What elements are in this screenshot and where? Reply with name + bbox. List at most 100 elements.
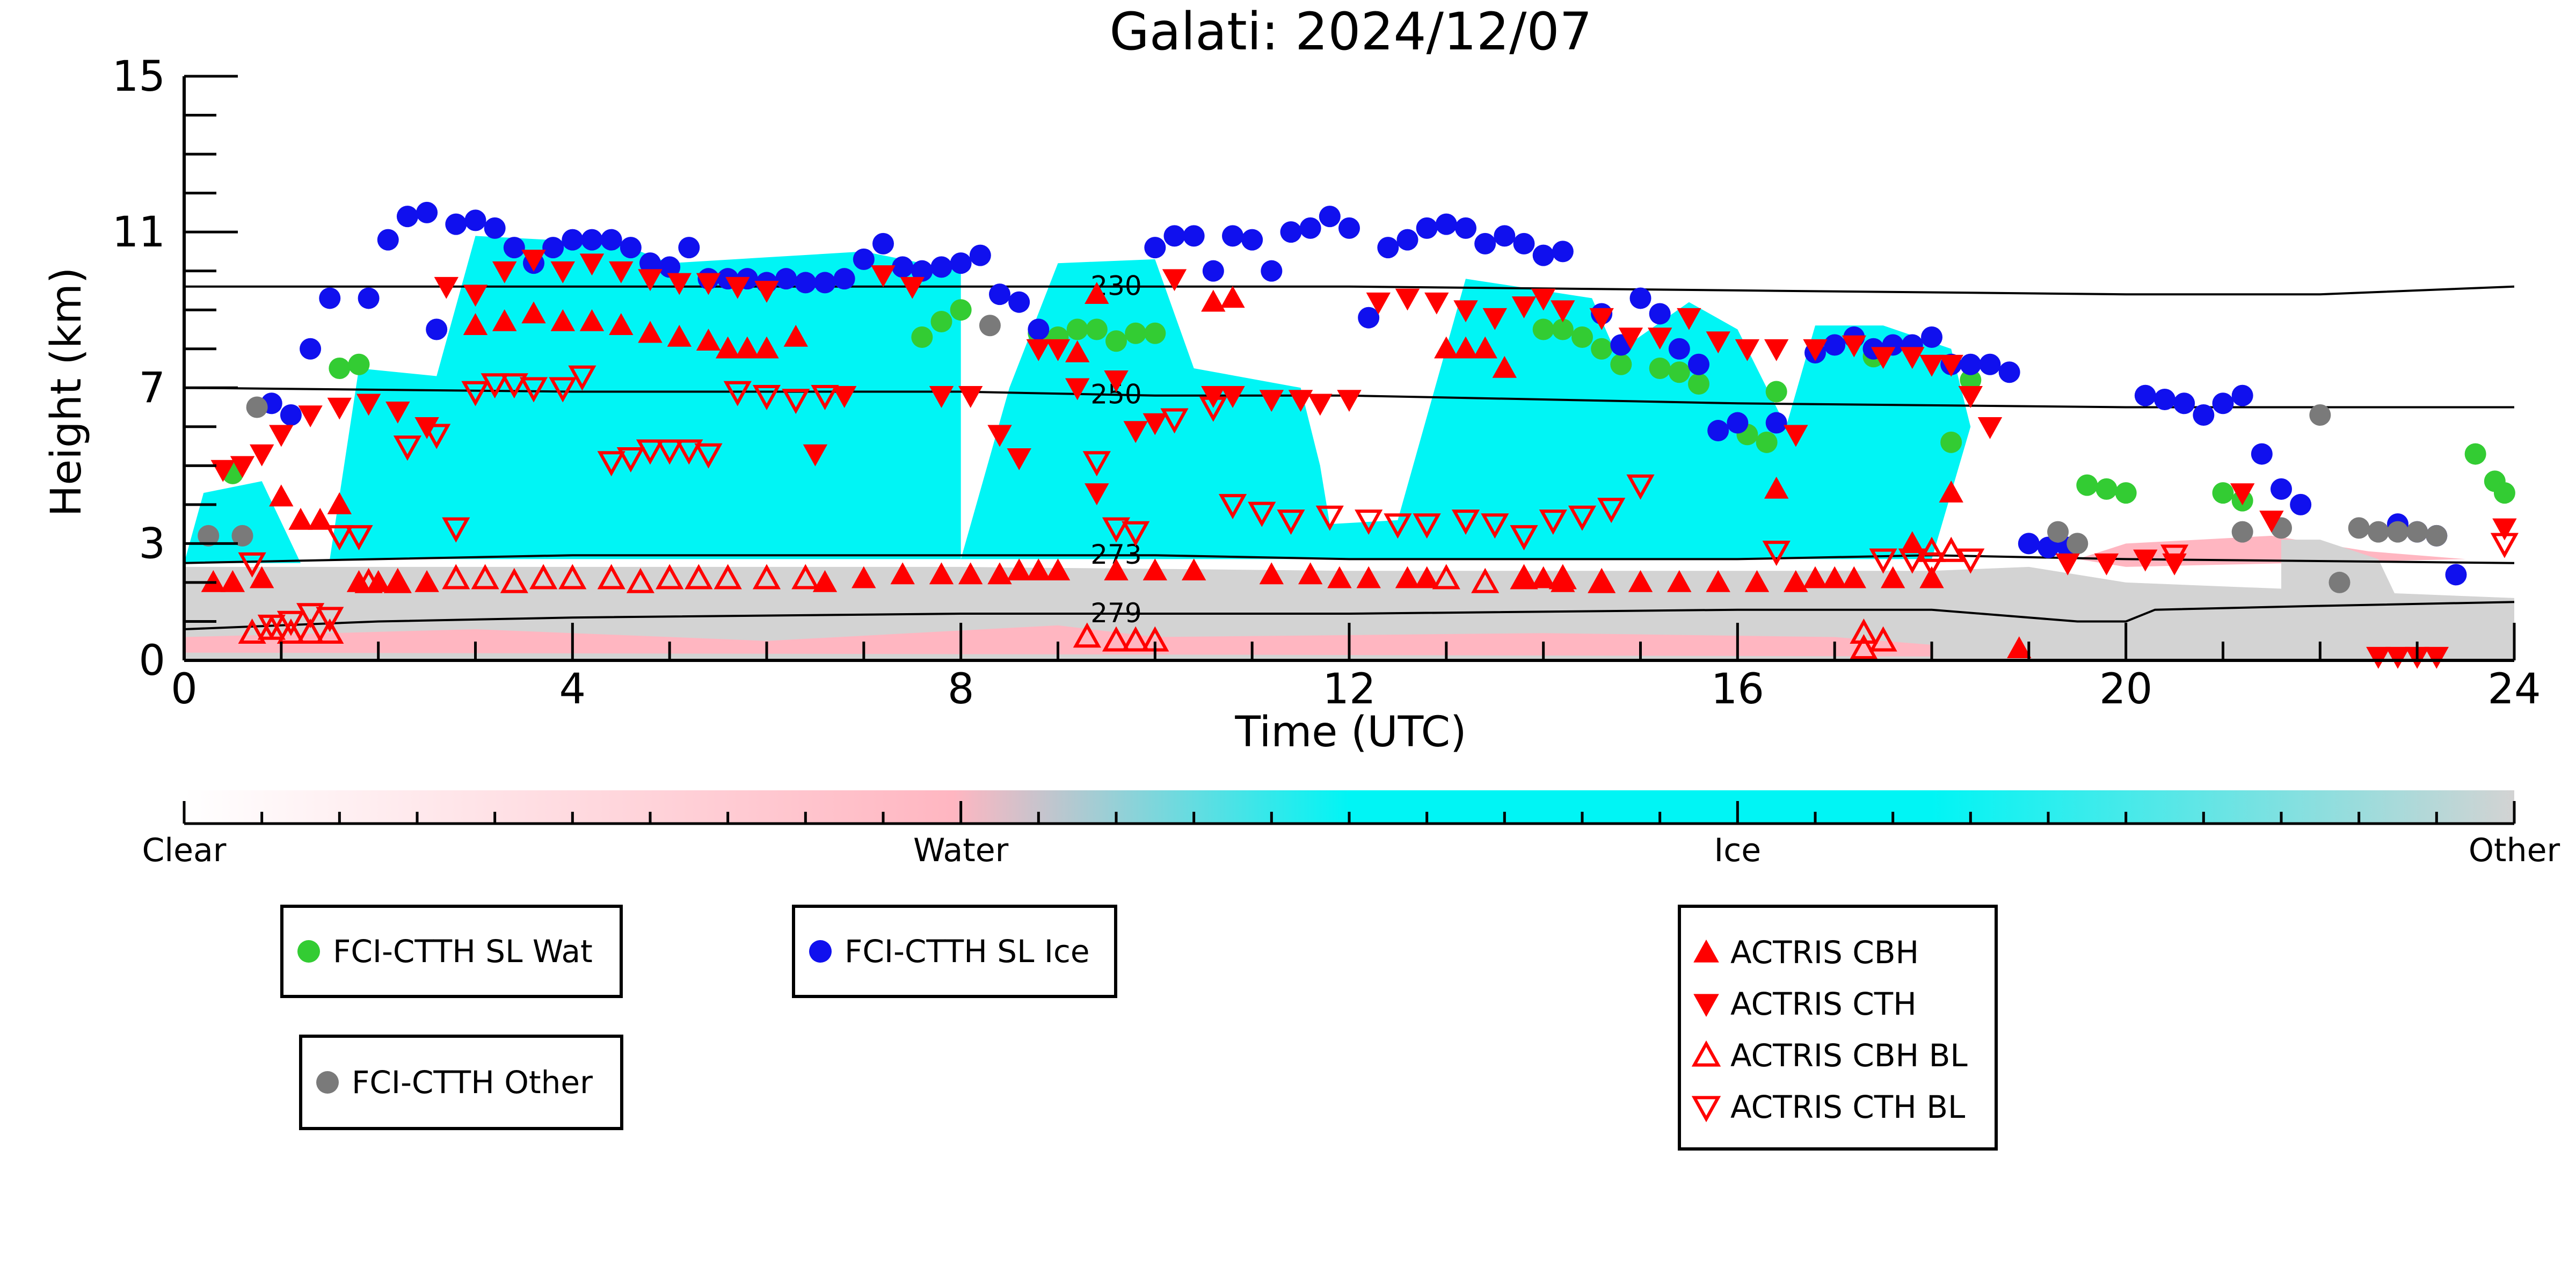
data-point [685, 564, 713, 590]
data-point [1869, 548, 1897, 574]
data-point [725, 276, 750, 299]
data-point [2007, 636, 2032, 658]
data-point [356, 394, 381, 416]
data-point [250, 444, 274, 467]
data-point [549, 377, 577, 403]
data-point [812, 570, 838, 592]
data-point [316, 607, 344, 632]
x-tick-label: 4 [559, 665, 586, 714]
legend-label: FCI-CTTH SL Wat [333, 933, 593, 970]
data-point [1511, 296, 1537, 318]
data-point [1571, 326, 1593, 348]
data-point [1277, 510, 1305, 535]
data-point [1539, 510, 1567, 535]
data-point [1869, 626, 1897, 652]
data-point [1045, 339, 1071, 361]
data-point [442, 564, 470, 590]
data-point [1784, 425, 1808, 447]
data-point [1960, 353, 1982, 375]
legend-label: FCI-CTTH Other [352, 1064, 593, 1101]
data-point [656, 564, 684, 590]
cloud-region-water [184, 625, 1932, 657]
data-point [979, 315, 1001, 337]
legend-frame [299, 1035, 623, 1130]
data-point [319, 287, 341, 309]
data-point [1610, 353, 1632, 375]
data-point [250, 566, 274, 588]
data-point [354, 567, 383, 593]
data-point [1395, 566, 1420, 588]
data-point [1026, 558, 1051, 580]
cloud-region-ice [330, 236, 961, 559]
data-point [1384, 513, 1412, 539]
data-point [1066, 318, 1088, 340]
data-point [754, 336, 779, 359]
data-point [1355, 510, 1383, 535]
x-tick-label: 0 [171, 665, 198, 714]
data-point [1259, 562, 1284, 585]
data-point [542, 237, 564, 259]
data-point [1453, 336, 1478, 359]
data-point [529, 564, 558, 590]
data-point [1065, 378, 1090, 401]
data-point [930, 256, 952, 278]
data-point [1735, 339, 1760, 361]
data-point [1416, 217, 1438, 239]
data-point [484, 217, 506, 239]
data-point [1319, 206, 1341, 228]
data-point [1531, 288, 1556, 311]
data-point [2160, 544, 2189, 570]
data-point [791, 564, 820, 590]
data-point [1482, 308, 1507, 330]
data-point [500, 567, 528, 593]
data-point [1629, 287, 1651, 309]
data-point [1104, 370, 1129, 392]
data-point [1979, 353, 2001, 375]
observation-markers [198, 201, 2519, 669]
data-point [345, 525, 373, 551]
data-point [442, 517, 470, 543]
data-point [1358, 307, 1380, 329]
data-point [2212, 482, 2234, 504]
data-point [2230, 483, 2255, 506]
data-point [1162, 269, 1187, 292]
data-point [1939, 354, 1963, 377]
data-point [463, 285, 488, 307]
data-point [1315, 505, 1344, 531]
data-point [1900, 347, 1925, 369]
data-point [2066, 533, 2089, 555]
cloud-region-other [2281, 540, 2418, 660]
x-tick-label: 20 [2099, 665, 2152, 714]
data-point [231, 525, 253, 547]
data-point [987, 562, 1012, 585]
data-point [852, 566, 876, 588]
data-point [383, 567, 412, 593]
data-point [1026, 339, 1051, 361]
data-point [1424, 292, 1449, 315]
isotherm-line-250 [184, 387, 2514, 409]
data-point [1548, 564, 1577, 590]
data-point [1455, 217, 1476, 239]
data-point [675, 439, 703, 465]
data-point [678, 237, 700, 259]
data-point [246, 396, 268, 418]
data-point [230, 456, 255, 478]
data-point [1628, 570, 1653, 592]
data-point [423, 424, 451, 449]
data-point [1939, 481, 1963, 503]
data-point [296, 618, 325, 644]
data-point [2094, 553, 2119, 576]
legend-box: ACTRIS CBH ACTRIS CTH ACTRIS CBH BL ACTRIS … [1678, 905, 1998, 1151]
legend-marker [1691, 1096, 1721, 1123]
x-axis-label: Time (UTC) [1234, 708, 1466, 756]
data-point [1871, 347, 1896, 369]
data-point [1937, 536, 1966, 562]
data-point [238, 618, 266, 644]
data-point [464, 209, 486, 231]
data-point [1898, 548, 1926, 574]
data-point [752, 564, 781, 590]
axes: 0 4 8 12 16 20 24 0 3 7 11 15 [112, 53, 2541, 714]
data-point [716, 336, 740, 359]
data-point [2173, 392, 2195, 414]
data-point [1028, 318, 1050, 340]
